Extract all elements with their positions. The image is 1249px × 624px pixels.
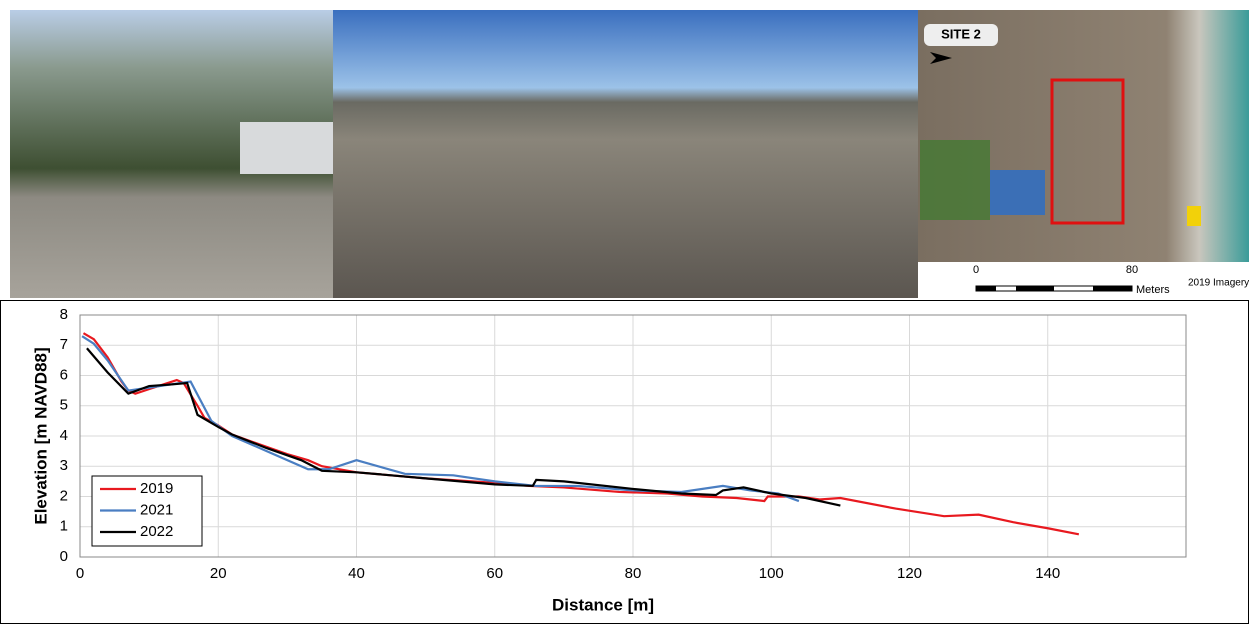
map-building: [990, 170, 1045, 215]
legend-label: 2021: [140, 501, 173, 518]
legend-label: 2022: [140, 523, 173, 540]
y-tick-label: 3: [60, 457, 68, 474]
y-axis-label: Elevation [m NAVD88]: [31, 347, 50, 524]
scale-label: 80: [1126, 264, 1138, 276]
x-tick-label: 140: [1035, 565, 1060, 582]
scale-unit: Meters: [1136, 284, 1170, 296]
imagery-note: 2019 Imagery: [1188, 278, 1249, 289]
y-tick-label: 5: [60, 397, 68, 414]
scale-bar: [1016, 286, 1054, 291]
map-marker: [1187, 206, 1201, 226]
x-tick-label: 60: [486, 565, 503, 582]
scale-bar: [976, 286, 996, 291]
y-tick-label: 8: [60, 306, 68, 323]
x-tick-label: 80: [625, 565, 642, 582]
y-tick-label: 1: [60, 518, 68, 535]
x-tick-label: 40: [348, 565, 365, 582]
photo-center: [333, 10, 918, 298]
x-tick-label: 0: [76, 565, 84, 582]
y-tick-label: 0: [60, 548, 68, 565]
x-tick-label: 20: [210, 565, 227, 582]
scale-bar: [1093, 286, 1132, 291]
y-tick-label: 2: [60, 487, 68, 504]
y-tick-label: 6: [60, 366, 68, 383]
x-tick-label: 120: [897, 565, 922, 582]
map-vegetation: [920, 140, 990, 220]
x-tick-label: 100: [759, 565, 784, 582]
figure: SITE 2 0 80 Meters 2019 Imagery 01234567…: [0, 0, 1249, 624]
x-axis-label: Distance [m]: [552, 595, 654, 614]
scale-label: 0: [973, 264, 979, 276]
building: [240, 122, 333, 174]
legend-label: 2019: [140, 480, 173, 497]
y-tick-label: 7: [60, 336, 68, 353]
map-label: SITE 2: [941, 26, 981, 41]
y-tick-label: 4: [60, 427, 68, 444]
